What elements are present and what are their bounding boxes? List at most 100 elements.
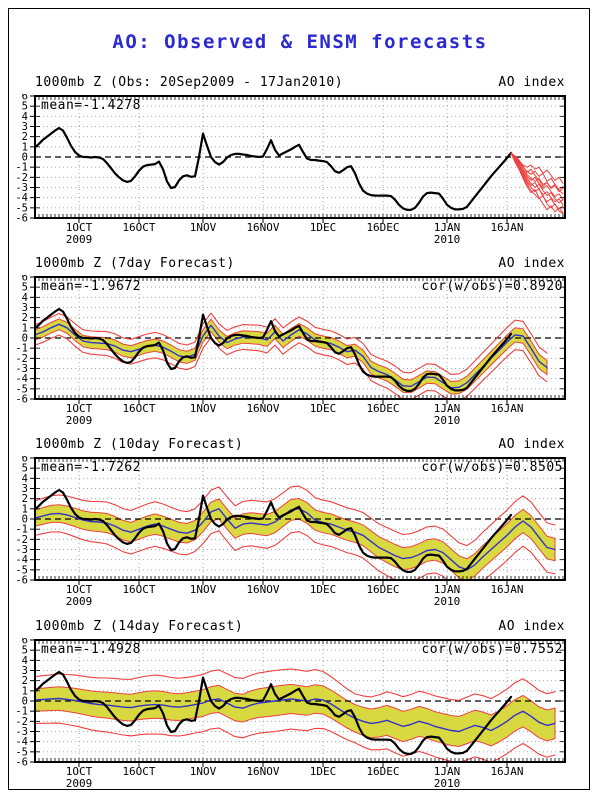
svg-text:-1: -1 [15, 524, 28, 536]
svg-text:-3: -3 [15, 544, 28, 556]
svg-text:-3: -3 [15, 726, 28, 738]
svg-text:1NOV: 1NOV [190, 583, 217, 596]
svg-text:-2: -2 [15, 353, 28, 365]
svg-text:6: 6 [22, 275, 28, 284]
svg-text:2010: 2010 [434, 233, 461, 246]
svg-text:1NOV: 1NOV [190, 221, 217, 234]
svg-text:2009: 2009 [66, 414, 93, 427]
svg-text:5: 5 [22, 282, 28, 294]
svg-text:1OCT: 1OCT [66, 765, 93, 778]
panel-observed-header: 1000mb Z (Obs: 20Sep2009 - 17Jan2010) AO… [35, 75, 565, 90]
svg-text:1: 1 [22, 322, 28, 334]
panel-observed-axis-label: AO index [498, 75, 565, 90]
svg-text:4: 4 [22, 111, 28, 123]
svg-text:0: 0 [22, 514, 28, 526]
svg-text:1DEC: 1DEC [310, 221, 337, 234]
svg-text:2010: 2010 [434, 777, 461, 790]
panel-14day-header: 1000mb Z (14day Forecast) AO index [35, 619, 565, 634]
svg-text:16NOV: 16NOV [246, 221, 279, 234]
svg-text:3: 3 [22, 665, 28, 677]
svg-text:-6: -6 [15, 213, 28, 225]
svg-text:-4: -4 [15, 192, 28, 204]
svg-text:16OCT: 16OCT [122, 221, 155, 234]
panel-10day-mean: mean=-1.7262 [41, 460, 141, 475]
svg-text:4: 4 [22, 292, 28, 304]
panel-7day-mean: mean=-1.9672 [41, 279, 141, 294]
svg-text:4: 4 [22, 473, 28, 485]
svg-text:2009: 2009 [66, 595, 93, 608]
svg-text:3: 3 [22, 302, 28, 314]
svg-text:-1: -1 [15, 343, 28, 355]
svg-text:1JAN: 1JAN [434, 221, 461, 234]
panel-14day-axis-label: AO index [498, 619, 565, 634]
svg-text:16JAN: 16JAN [490, 402, 523, 415]
svg-text:-6: -6 [15, 575, 28, 587]
svg-text:-4: -4 [15, 554, 28, 566]
svg-text:1OCT: 1OCT [66, 402, 93, 415]
svg-text:-5: -5 [15, 746, 28, 758]
svg-text:-1: -1 [15, 162, 28, 174]
svg-text:2010: 2010 [434, 595, 461, 608]
svg-text:-6: -6 [15, 394, 28, 406]
panel-observed-title: 1000mb Z (Obs: 20Sep2009 - 17Jan2010) [35, 75, 344, 90]
svg-text:1NOV: 1NOV [190, 402, 217, 415]
svg-text:1NOV: 1NOV [190, 765, 217, 778]
panel-10day-title: 1000mb Z (10day Forecast) [35, 437, 244, 452]
svg-text:3: 3 [22, 483, 28, 495]
svg-text:1DEC: 1DEC [310, 765, 337, 778]
svg-text:16JAN: 16JAN [490, 221, 523, 234]
svg-text:1DEC: 1DEC [310, 583, 337, 596]
svg-text:2: 2 [22, 493, 28, 505]
svg-text:16OCT: 16OCT [122, 402, 155, 415]
svg-text:6: 6 [22, 456, 28, 465]
svg-text:6: 6 [22, 638, 28, 647]
svg-text:6: 6 [22, 94, 28, 103]
panel-10day-cor: cor(w/obs)=0.8505 [421, 460, 563, 475]
svg-text:-5: -5 [15, 202, 28, 214]
panel-14day-title: 1000mb Z (14day Forecast) [35, 619, 244, 634]
svg-text:-4: -4 [15, 373, 28, 385]
svg-text:0: 0 [22, 696, 28, 708]
panel-observed-mean: mean=-1.4278 [41, 98, 141, 113]
svg-text:16NOV: 16NOV [246, 583, 279, 596]
svg-text:-2: -2 [15, 716, 28, 728]
svg-text:16DEC: 16DEC [366, 221, 399, 234]
svg-text:1JAN: 1JAN [434, 402, 461, 415]
figure-border [8, 8, 590, 790]
svg-text:0: 0 [22, 333, 28, 345]
svg-text:16NOV: 16NOV [246, 402, 279, 415]
svg-text:-5: -5 [15, 383, 28, 395]
svg-text:16DEC: 16DEC [366, 583, 399, 596]
svg-text:1: 1 [22, 503, 28, 515]
svg-text:2009: 2009 [66, 233, 93, 246]
svg-text:-4: -4 [15, 736, 28, 748]
panel-7day-title: 1000mb Z (7day Forecast) [35, 256, 235, 271]
svg-text:-5: -5 [15, 564, 28, 576]
svg-text:5: 5 [22, 463, 28, 475]
svg-text:16DEC: 16DEC [366, 765, 399, 778]
svg-text:16OCT: 16OCT [122, 583, 155, 596]
svg-text:5: 5 [22, 101, 28, 113]
panel-14day-mean: mean=-1.4928 [41, 642, 141, 657]
svg-text:4: 4 [22, 655, 28, 667]
panel-7day-header: 1000mb Z (7day Forecast) AO index [35, 256, 565, 271]
svg-text:-6: -6 [15, 757, 28, 769]
svg-text:16OCT: 16OCT [122, 765, 155, 778]
svg-text:1: 1 [22, 685, 28, 697]
svg-text:1OCT: 1OCT [66, 583, 93, 596]
svg-text:-3: -3 [15, 363, 28, 375]
panel-7day-axis-label: AO index [498, 256, 565, 271]
svg-text:2: 2 [22, 131, 28, 143]
svg-text:1JAN: 1JAN [434, 765, 461, 778]
svg-text:3: 3 [22, 121, 28, 133]
panel-7day-cor: cor(w/obs)=0.8920 [421, 279, 563, 294]
svg-text:2009: 2009 [66, 777, 93, 790]
svg-text:16JAN: 16JAN [490, 765, 523, 778]
svg-text:2: 2 [22, 675, 28, 687]
svg-text:16JAN: 16JAN [490, 583, 523, 596]
